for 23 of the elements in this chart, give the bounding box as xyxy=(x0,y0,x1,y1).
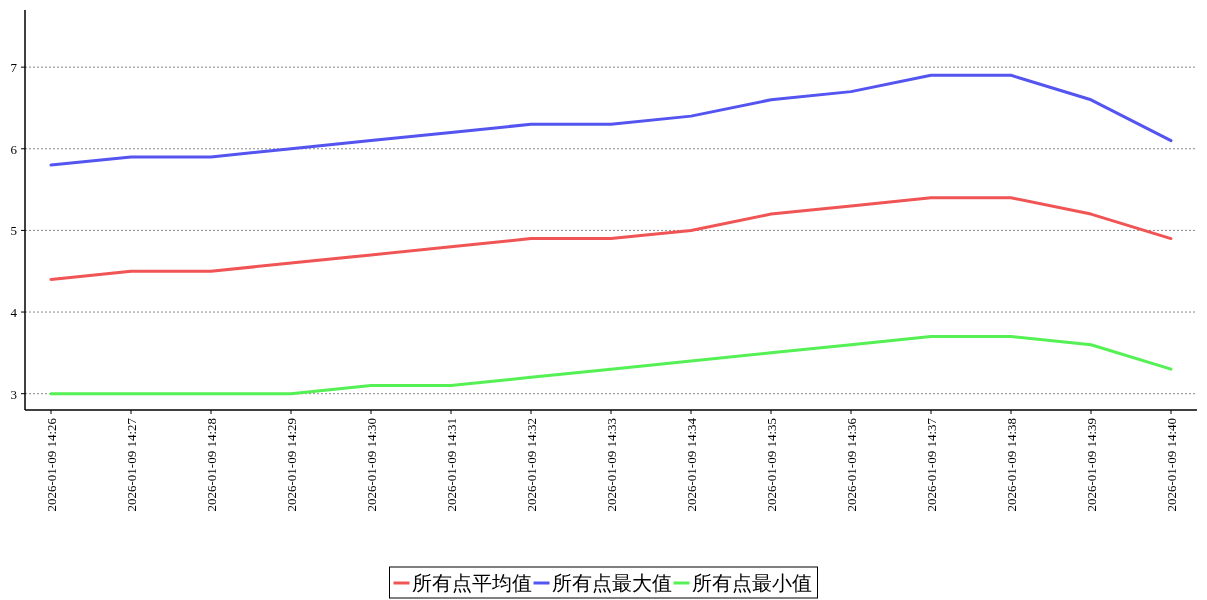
x-tick-label: 2026-01-09 14:30 xyxy=(364,418,379,512)
legend-label: 所有点平均值 xyxy=(411,572,532,594)
x-tick-label: 2026-01-09 14:37 xyxy=(924,417,939,512)
y-tick-label: 5 xyxy=(10,223,17,239)
legend-label: 所有点最小值 xyxy=(691,572,812,594)
x-tick-label: 2026-01-09 14:38 xyxy=(1004,418,1019,512)
x-tick-label: 2026-01-09 14:34 xyxy=(684,417,699,512)
x-tick-label: 2026-01-09 14:40 xyxy=(1164,418,1179,512)
x-tick-label: 2026-01-09 14:28 xyxy=(204,418,219,512)
y-tick-label: 3 xyxy=(10,386,17,402)
x-tick-label: 2026-01-09 14:35 xyxy=(764,418,779,512)
y-tick-label: 6 xyxy=(10,141,18,157)
legend-label: 所有点最大值 xyxy=(551,572,672,594)
x-tick-label: 2026-01-09 14:26 xyxy=(44,417,59,512)
y-tick-label: 4 xyxy=(10,305,18,321)
y-tick-label: 7 xyxy=(10,60,18,76)
x-tick-label: 2026-01-09 14:32 xyxy=(524,418,539,512)
x-tick-label: 2026-01-09 14:29 xyxy=(284,418,299,512)
x-tick-label: 2026-01-09 14:27 xyxy=(124,417,139,512)
x-tick-label: 2026-01-09 14:39 xyxy=(1084,418,1099,512)
x-tick-label: 2026-01-09 14:36 xyxy=(844,417,859,512)
x-tick-label: 2026-01-09 14:33 xyxy=(604,418,619,512)
x-tick-label: 2026-01-09 14:31 xyxy=(444,418,459,512)
